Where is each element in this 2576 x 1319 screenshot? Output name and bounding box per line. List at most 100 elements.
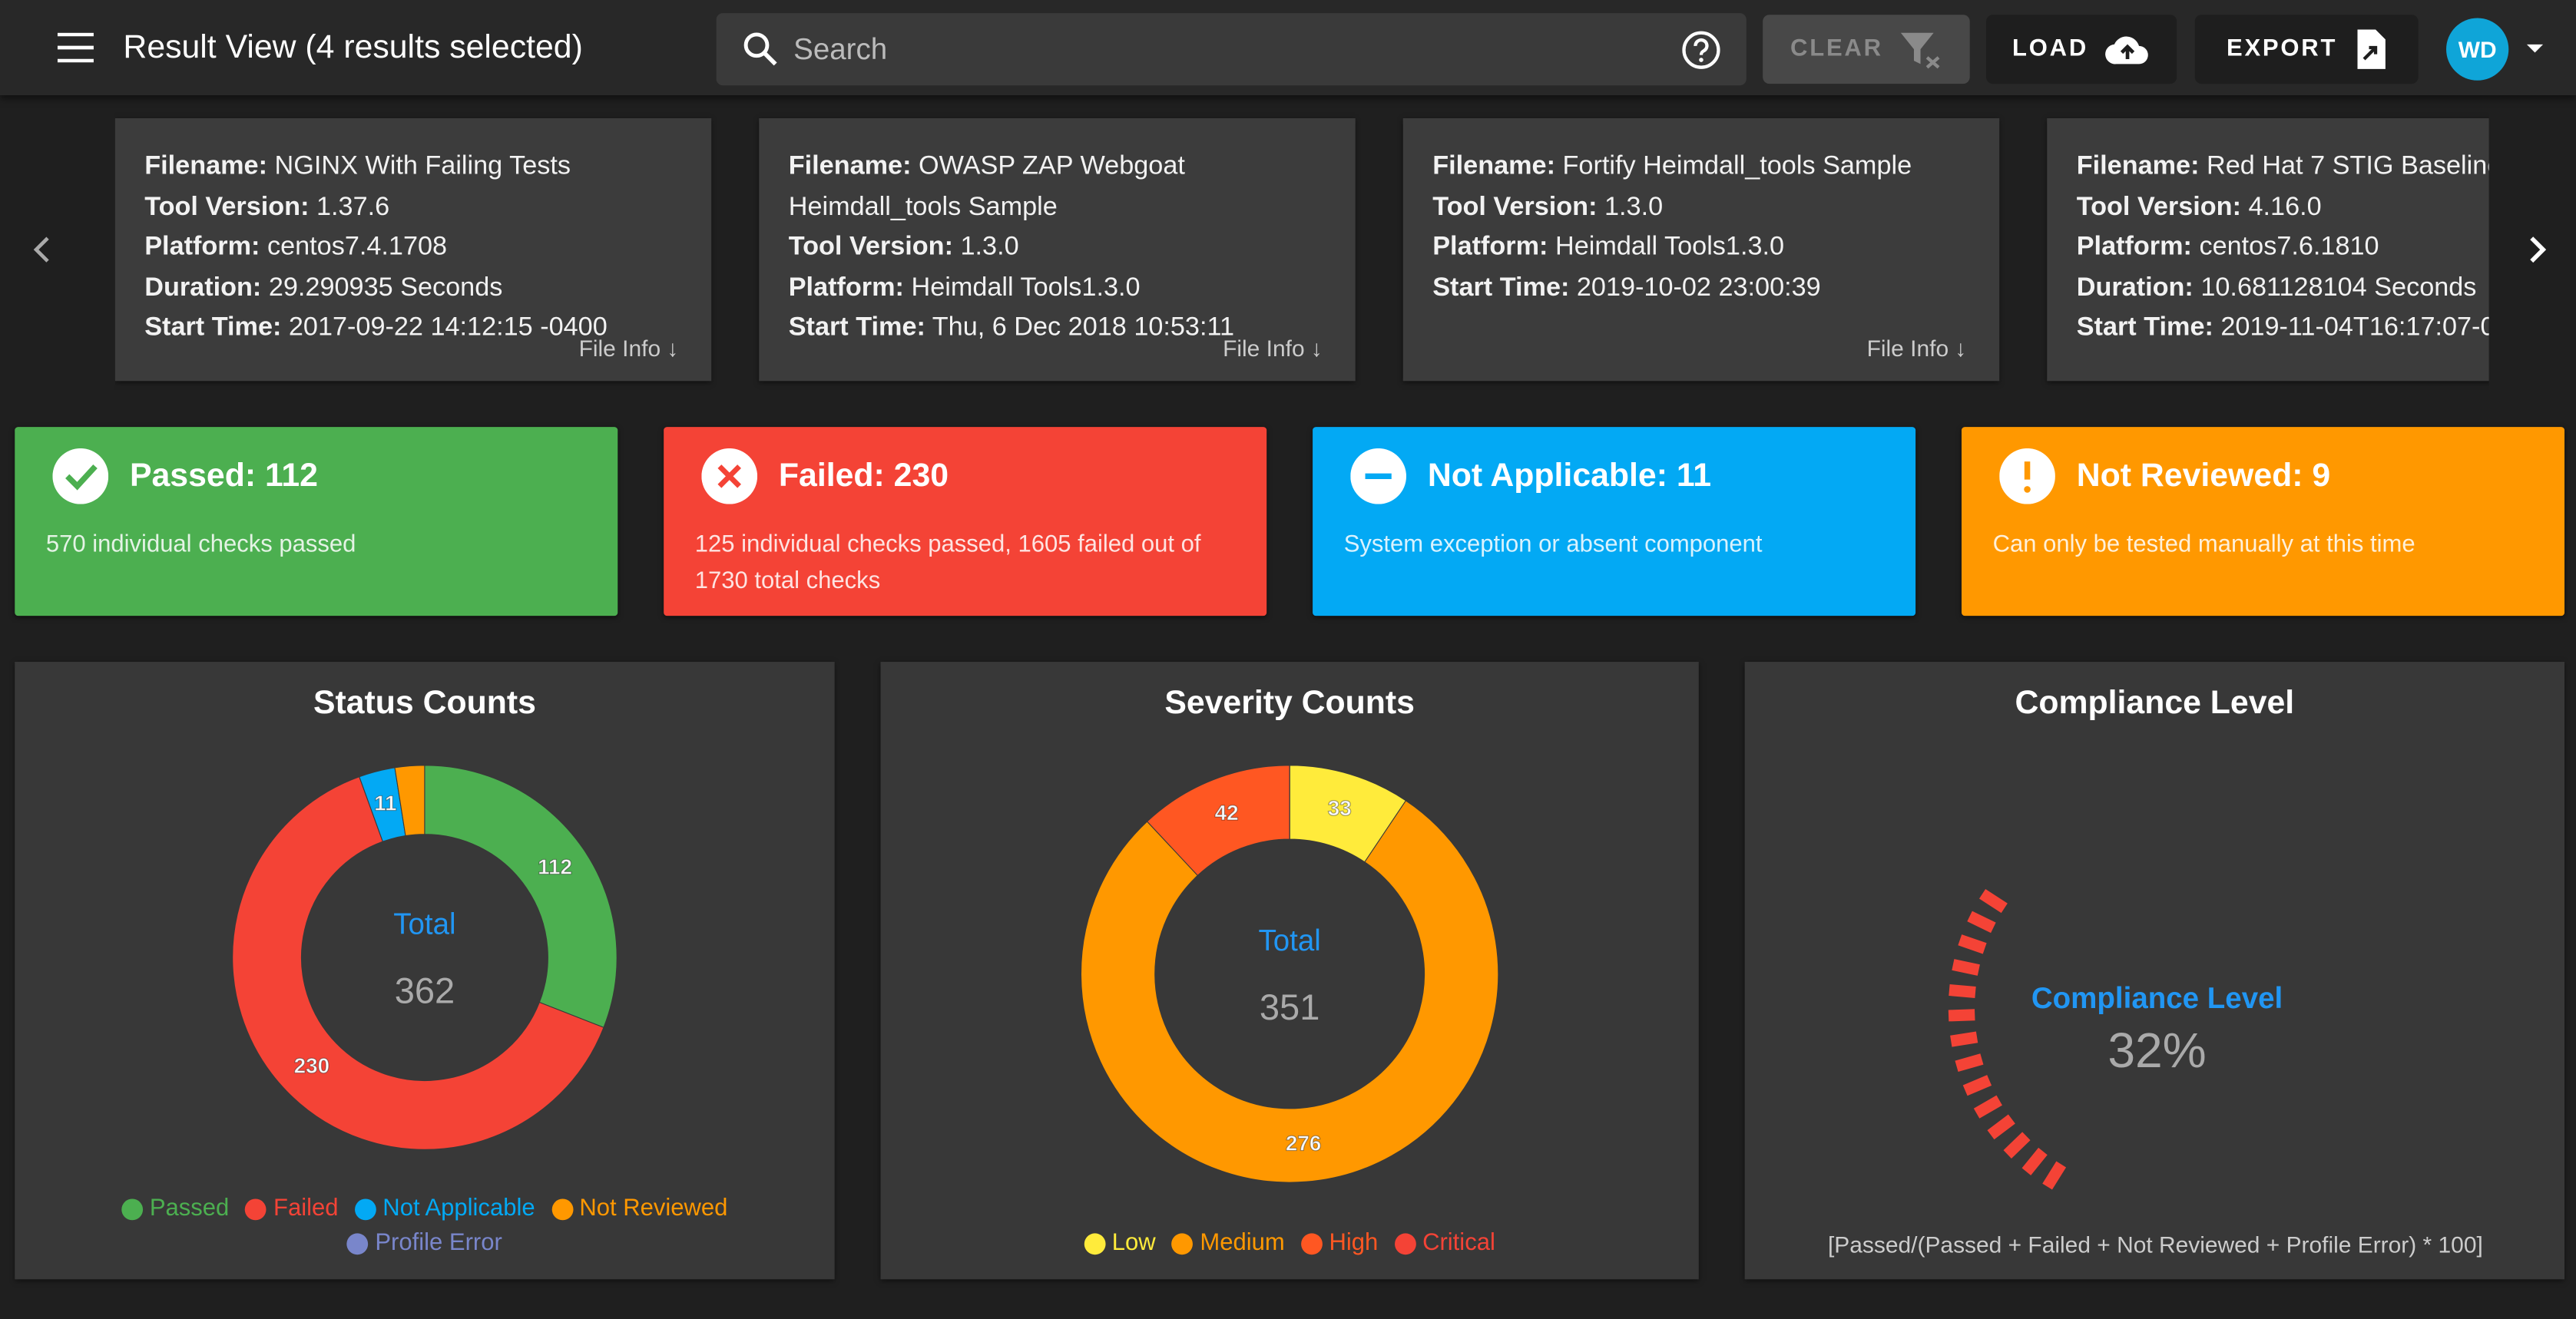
app-bar: Result View (4 results selected) Search … (0, 0, 2576, 96)
file-field: Tool Version: 1.3.0 (1432, 188, 1973, 228)
field-value: 2017-09-22 14:12:15 -0400 (288, 313, 608, 342)
file-field: Filename: OWASP ZAP Webgoat Heimdall_too… (789, 148, 1329, 229)
file-field: Duration: 10.681128104 Seconds (2077, 269, 2489, 309)
legend-item[interactable]: Low (1084, 1227, 1156, 1261)
file-field: Tool Version: 1.37.6 (144, 188, 685, 228)
gauge-value: 32% (2107, 1023, 2206, 1078)
gauge-label: Compliance Level (2031, 982, 2283, 1015)
legend-item[interactable]: Failed (245, 1192, 339, 1227)
field-value: centos7.6.1810 (2199, 233, 2379, 262)
field-label: Filename: (788, 152, 912, 181)
carousel-next[interactable] (2527, 235, 2550, 265)
legend-item[interactable]: Profile Error (347, 1227, 502, 1261)
status-description: System exception or absent component (1343, 532, 1763, 559)
avatar[interactable]: WD (2446, 18, 2509, 81)
field-label: Duration: (2076, 273, 2194, 302)
status-description: 570 individual checks passed (45, 532, 356, 559)
center-value: 351 (1260, 987, 1320, 1027)
legend-swatch (347, 1233, 369, 1255)
menu-icon[interactable] (57, 32, 97, 63)
field-label: Platform: (2076, 233, 2192, 262)
legend-label: Failed (273, 1195, 339, 1222)
load-button[interactable]: LOAD (1986, 15, 2177, 84)
field-label: Tool Version: (788, 233, 953, 262)
avatar-caret[interactable] (2526, 44, 2544, 55)
legend-item[interactable]: Not Reviewed (551, 1192, 727, 1227)
field-value: Fortify Heimdall_tools Sample (1562, 152, 1912, 181)
field-label: Start Time: (1432, 273, 1570, 302)
file-field: Duration: 29.290935 Seconds (144, 269, 685, 309)
status-title: Not Reviewed: 9 (2076, 458, 2331, 494)
legend-swatch (245, 1198, 267, 1221)
field-label: Filename: (1432, 152, 1555, 181)
status-card: Passed: 112 570 individual checks passed (15, 427, 618, 617)
file-field: Platform: Heimdall Tools1.3.0 (1432, 228, 1973, 268)
data-label: 11 (374, 792, 396, 815)
legend-item[interactable]: Medium (1172, 1227, 1285, 1261)
field-value: Heimdall Tools1.3.0 (911, 273, 1141, 302)
field-label: Filename: (2076, 152, 2200, 181)
field-value: Heimdall Tools1.3.0 (1555, 233, 1785, 262)
file-card: Filename: NGINX With Failing Tests Tool V… (114, 118, 712, 382)
legend-item[interactable]: Critical (1394, 1227, 1495, 1261)
center-label: Total (1258, 924, 1320, 957)
data-label: 276 (1286, 1132, 1321, 1155)
chart-card: Severity Counts 33 276 42 Total 351 Low Medium H… (880, 662, 1699, 1280)
export-button[interactable]: EXPORT (2194, 15, 2419, 84)
chart-card: Compliance Level Compliance Level 32% [Pass… (1744, 662, 2565, 1280)
chart-title: Status Counts (313, 684, 536, 721)
file-field: Filename: NGINX With Failing Tests (144, 148, 685, 188)
status-title: Passed: 112 (129, 458, 318, 494)
carousel-prev[interactable] (31, 235, 55, 265)
chart-title: Compliance Level (2015, 684, 2295, 721)
status-card: Not Reviewed: 9 Can only be tested manual… (1962, 427, 2565, 617)
status-icon (701, 448, 758, 504)
field-value: 1.3.0 (1604, 193, 1664, 221)
file-info-link[interactable]: File Info ↓ (578, 335, 679, 362)
export-icon (2356, 29, 2386, 69)
legend-label: Not Applicable (382, 1195, 535, 1222)
legend-label: Profile Error (375, 1230, 502, 1257)
clear-button[interactable]: CLEAR (1763, 15, 1970, 84)
file-card: Filename: OWASP ZAP Webgoat Heimdall_too… (759, 118, 1356, 382)
file-field: Start Time: Thu, 6 Dec 2018 10:53:11 (789, 309, 1329, 349)
chart: Severity Counts 33 276 42 Total 351 (1080, 684, 1499, 1183)
gauge-arc (1948, 888, 2067, 1190)
field-label: Start Time: (144, 313, 282, 342)
legend-item[interactable]: Passed (121, 1192, 229, 1227)
data-label: 230 (294, 1054, 329, 1078)
search-box[interactable]: Search (716, 13, 1747, 86)
legend: Passed Failed Not Applicable Not Reviewed Pr… (113, 1192, 737, 1261)
file-card: Filename: Red Hat 7 STIG Baseline Tool Ve… (2047, 118, 2489, 382)
legend-swatch (121, 1198, 144, 1221)
legend-item[interactable]: Not Applicable (354, 1192, 535, 1227)
file-field: Start Time: 2019-11-04T16:17:07-0 (2077, 309, 2489, 349)
file-field: Filename: Red Hat 7 STIG Baseline (2077, 148, 2489, 188)
field-value: 4.16.0 (2248, 193, 2322, 221)
field-label: Tool Version: (144, 193, 310, 221)
help-icon[interactable] (1680, 30, 1721, 71)
data-label: 33 (1328, 796, 1352, 820)
file-info-link[interactable]: File Info ↓ (1223, 335, 1323, 362)
file-info-link[interactable]: File Info ↓ (1866, 335, 1967, 362)
donut-slice (424, 765, 618, 1028)
file-field: Platform: centos7.6.1810 (2077, 228, 2489, 268)
file-field: Platform: Heimdall Tools1.3.0 (789, 269, 1329, 309)
legend-label: Low (1111, 1230, 1156, 1257)
search-placeholder: Search (793, 32, 888, 66)
status-icon (1999, 448, 2055, 504)
file-field: Tool Version: 1.3.0 (789, 228, 1329, 268)
gauge-footnote: [Passed/(Passed + Failed + Not Reviewed … (1828, 1232, 2483, 1258)
field-value: 2019-10-02 23:00:39 (1576, 273, 1821, 302)
button-label: LOAD (2012, 36, 2089, 63)
file-card: Filename: Fortify Heimdall_tools Sample T… (1402, 118, 2000, 382)
donut-slice (232, 776, 604, 1150)
legend-item[interactable]: High (1301, 1227, 1378, 1261)
file-field: Start Time: 2019-10-02 23:00:39 (1432, 269, 1973, 309)
field-value: 2019-11-04T16:17:07-0 (2220, 313, 2489, 342)
status-icon (1350, 448, 1407, 504)
data-label: 42 (1215, 801, 1239, 825)
field-label: Platform: (788, 273, 904, 302)
file-carousel: Filename: NGINX With Failing Tests Tool V… (114, 0, 2489, 394)
